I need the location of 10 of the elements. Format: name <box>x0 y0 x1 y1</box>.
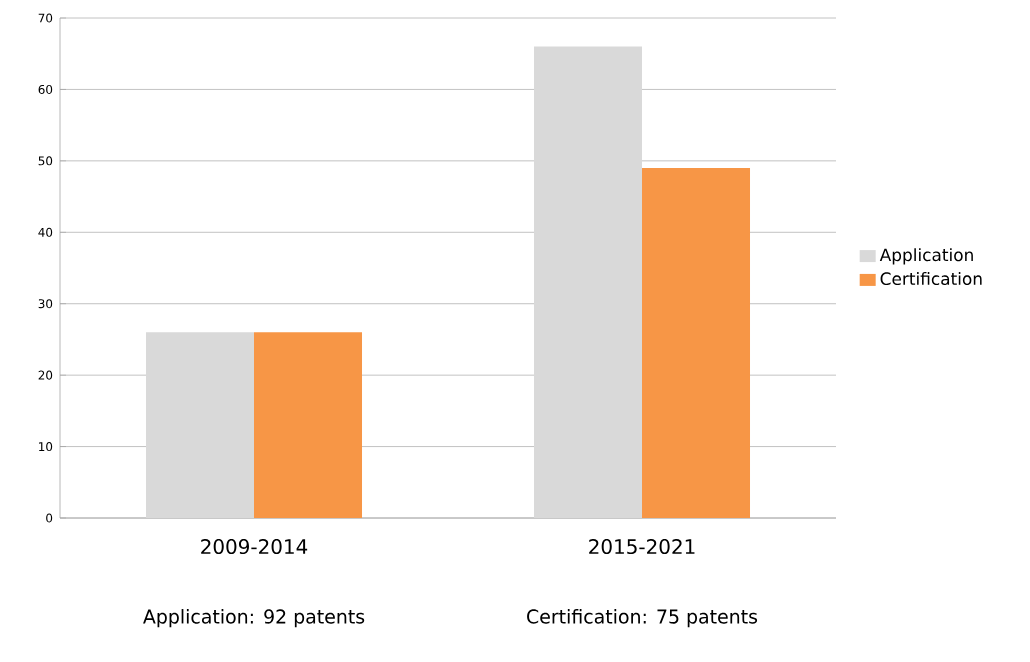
bar <box>146 332 254 518</box>
x-tick-label: 2015-2021 <box>589 539 695 555</box>
legend-label: Application <box>879 248 973 265</box>
bar <box>254 332 363 518</box>
text: Application: 92 patents <box>143 609 365 628</box>
bar <box>642 168 751 518</box>
x-tick-label: 2009-2014 <box>201 539 308 555</box>
legend-label: Certification <box>880 271 982 286</box>
text: Certification: 75 patents <box>527 609 758 628</box>
bar <box>534 46 643 518</box>
